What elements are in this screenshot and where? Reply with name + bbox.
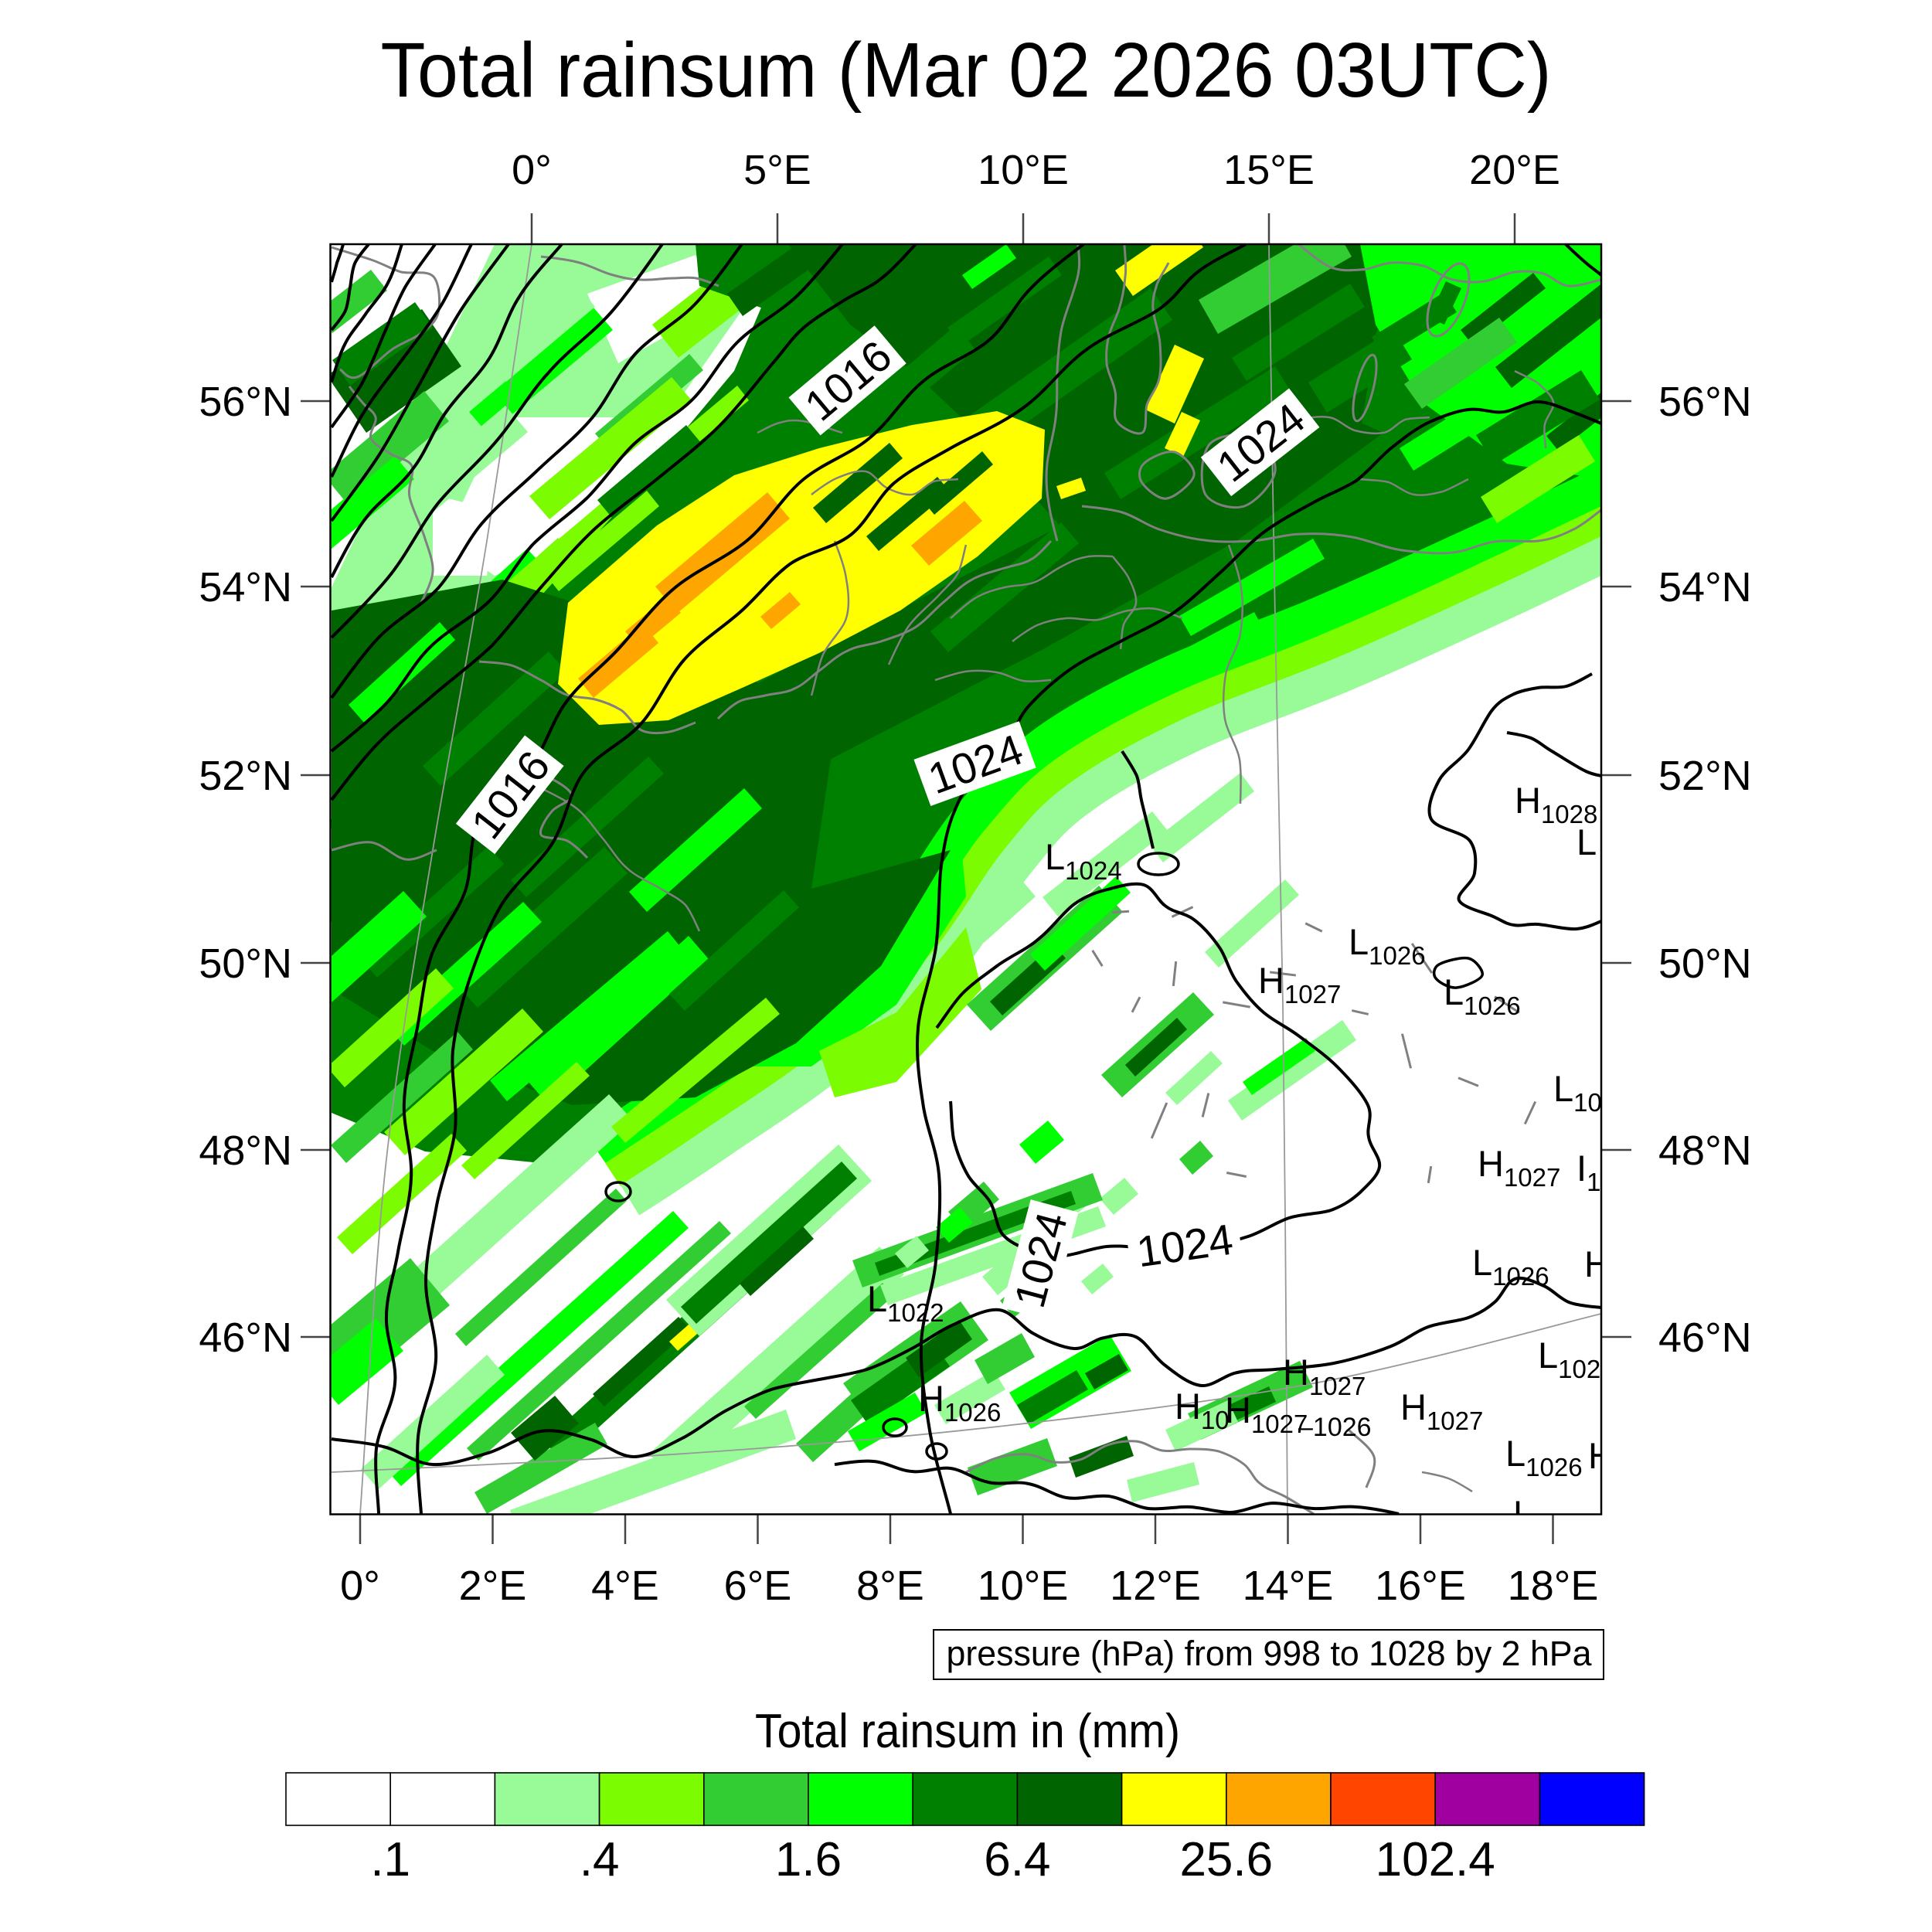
svg-text:6°E: 6°E — [724, 1563, 792, 1609]
svg-text:Total rainsum in (mm): Total rainsum in (mm) — [755, 1705, 1180, 1758]
svg-text:54°N: 54°N — [1658, 564, 1752, 611]
svg-text:.1: .1 — [370, 1833, 410, 1886]
svg-text:–1026: –1026 — [1298, 1413, 1372, 1442]
svg-text:46°N: 46°N — [199, 1315, 292, 1361]
svg-text:16°E: 16°E — [1375, 1563, 1466, 1609]
svg-text:54°N: 54°N — [199, 564, 292, 611]
svg-text:Total rainsum (Mar 02 2026 03U: Total rainsum (Mar 02 2026 03UTC) — [381, 27, 1552, 114]
svg-text:48°N: 48°N — [1658, 1128, 1752, 1174]
svg-text:H: H — [1588, 1435, 1614, 1476]
svg-text:.4: .4 — [580, 1833, 620, 1886]
svg-text:L: L — [1577, 821, 1597, 862]
svg-text:50°N: 50°N — [199, 940, 292, 987]
svg-text:6.4: 6.4 — [984, 1833, 1050, 1886]
svg-text:52°N: 52°N — [199, 753, 292, 799]
svg-text:10°E: 10°E — [978, 1563, 1069, 1609]
svg-text:H: H — [1584, 1243, 1611, 1284]
svg-text:pressure (hPa) from 998 to 102: pressure (hPa) from 998 to 1028 by 2 hPa — [947, 1634, 1593, 1673]
svg-text:5°E: 5°E — [743, 147, 811, 193]
svg-text:1.6: 1.6 — [775, 1833, 842, 1886]
svg-text:46°N: 46°N — [1658, 1315, 1752, 1361]
svg-text:8°E: 8°E — [856, 1563, 924, 1609]
svg-text:14°E: 14°E — [1243, 1563, 1334, 1609]
svg-text:52°N: 52°N — [1658, 753, 1752, 799]
svg-text:25.6: 25.6 — [1179, 1833, 1273, 1886]
svg-text:18°E: 18°E — [1508, 1563, 1599, 1609]
svg-text:20°E: 20°E — [1469, 147, 1560, 193]
svg-text:4°E: 4°E — [591, 1563, 659, 1609]
svg-text:56°N: 56°N — [1658, 379, 1752, 425]
svg-text:12°E: 12°E — [1110, 1563, 1201, 1609]
svg-text:0°: 0° — [340, 1563, 380, 1609]
svg-text:102.4: 102.4 — [1376, 1833, 1495, 1886]
svg-text:56°N: 56°N — [199, 379, 292, 425]
svg-text:10°E: 10°E — [978, 147, 1069, 193]
svg-text:0°: 0° — [512, 147, 552, 193]
svg-text:2°E: 2°E — [459, 1563, 527, 1609]
svg-text:50°N: 50°N — [1658, 940, 1752, 987]
svg-text:15°E: 15°E — [1223, 147, 1315, 193]
svg-text:48°N: 48°N — [199, 1128, 292, 1174]
